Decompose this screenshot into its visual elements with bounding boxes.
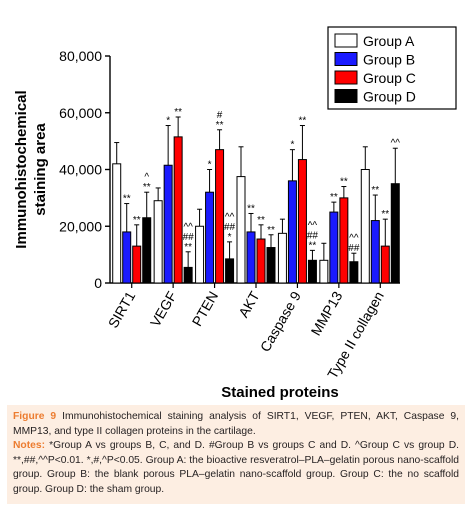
bar xyxy=(205,191,215,284)
legend-label: Group A xyxy=(363,33,415,49)
bar-chart: Immunohistochemical staining area 0 20,000… xyxy=(13,26,457,401)
significance-mark: ^^ xyxy=(391,138,401,149)
x-tick-label: VEGF xyxy=(147,289,180,330)
legend-swatch xyxy=(334,33,358,48)
legend-label: Group B xyxy=(363,52,415,68)
bar xyxy=(153,200,163,284)
significance-mark: ** xyxy=(340,177,348,188)
significance-mark: * xyxy=(290,140,294,151)
significance-mark: ** xyxy=(123,194,131,205)
legend: Group A Group B Group C Group D xyxy=(327,26,457,110)
bar xyxy=(163,164,173,284)
bar xyxy=(132,245,142,284)
bar xyxy=(307,259,317,284)
legend-swatch xyxy=(334,89,358,103)
bar xyxy=(225,258,235,284)
y-tick-label: 0 xyxy=(94,275,102,291)
bar xyxy=(339,197,349,284)
x-tick-label: AKT xyxy=(235,288,263,320)
bars xyxy=(112,116,400,284)
bar xyxy=(360,169,370,284)
significance-mark: * xyxy=(208,160,212,171)
bar xyxy=(287,180,297,284)
figure-label: Figure 9 xyxy=(13,411,57,422)
bar xyxy=(112,163,122,284)
bar xyxy=(349,261,359,284)
bar xyxy=(215,149,225,284)
y-axis-title-line: staining area xyxy=(32,123,49,216)
y-axis-title: Immunohistochemical staining area xyxy=(13,90,49,248)
significance-mark: # xyxy=(217,110,223,121)
significance-mark: ** xyxy=(216,120,224,131)
significance-mark: ** xyxy=(267,225,275,236)
bar xyxy=(297,159,307,284)
legend-label: Group D xyxy=(363,89,416,105)
significance-mark: ## xyxy=(183,232,195,243)
bar xyxy=(195,225,205,284)
significance-mark: ** xyxy=(299,116,307,127)
y-axis: 0 20,000 40,000 60,000 80,000 xyxy=(59,48,111,291)
significance-mark: ^^ xyxy=(308,220,318,231)
significance-mark: ^ xyxy=(144,172,149,183)
significance-mark: ** xyxy=(247,203,255,214)
bar xyxy=(246,231,256,284)
figure-text: Immunohistochemical staining analysis of… xyxy=(13,411,459,437)
bar xyxy=(183,266,193,284)
significance-mark: * xyxy=(166,116,170,127)
significance-mark: ## xyxy=(224,222,236,233)
bar xyxy=(329,211,339,284)
significance-mark: ^^ xyxy=(183,222,193,233)
legend-label: Group C xyxy=(363,70,416,86)
bar xyxy=(277,232,287,284)
notes-label: Notes: xyxy=(13,440,46,452)
significance-mark: ## xyxy=(307,230,319,241)
significance-mark: ^^ xyxy=(225,212,235,223)
significance-mark: ** xyxy=(133,215,141,226)
bar xyxy=(380,245,390,284)
legend-swatch xyxy=(334,52,358,66)
significance-mark: ** xyxy=(330,192,338,203)
significance-mark: * xyxy=(228,232,232,243)
bar xyxy=(142,217,152,284)
bar xyxy=(236,176,246,284)
significance-mark: ## xyxy=(348,243,360,254)
significance-mark: ** xyxy=(371,185,379,196)
x-axis-title: Stained proteins xyxy=(221,384,339,401)
significance-mark: ** xyxy=(184,242,192,253)
bar xyxy=(390,183,400,284)
y-tick-label: 80,000 xyxy=(59,48,102,64)
bar xyxy=(319,259,329,284)
legend-swatch xyxy=(334,70,358,85)
notes-text: *Group A vs groups B, C, and D. #Group B… xyxy=(13,440,459,495)
significance-annotations: ****^*****^^##***#**^^##**********^^##**… xyxy=(123,107,400,254)
y-tick-label: 20,000 xyxy=(59,218,102,234)
bar xyxy=(256,238,266,284)
figure-caption: Figure 9 Immunohistochemical staining an… xyxy=(7,405,465,504)
x-tick-label: SIRT1 xyxy=(105,288,139,330)
y-tick-label: 60,000 xyxy=(59,105,102,121)
bar xyxy=(122,231,132,284)
x-tick-label: Caspase 9 xyxy=(257,288,304,354)
significance-mark: ** xyxy=(257,215,265,226)
x-tick-label: MMP13 xyxy=(307,288,345,338)
bar xyxy=(173,136,183,284)
significance-mark: ^^ xyxy=(349,233,359,244)
significance-mark: ** xyxy=(381,209,389,220)
y-axis-title-line: Immunohistochemical xyxy=(13,90,30,248)
significance-mark: ** xyxy=(309,240,317,251)
bar xyxy=(370,220,380,284)
x-tick-label: PTEN xyxy=(189,289,222,329)
significance-mark: ** xyxy=(143,182,151,193)
significance-mark: ** xyxy=(174,107,182,118)
bar xyxy=(266,247,276,284)
y-tick-label: 40,000 xyxy=(59,162,102,178)
